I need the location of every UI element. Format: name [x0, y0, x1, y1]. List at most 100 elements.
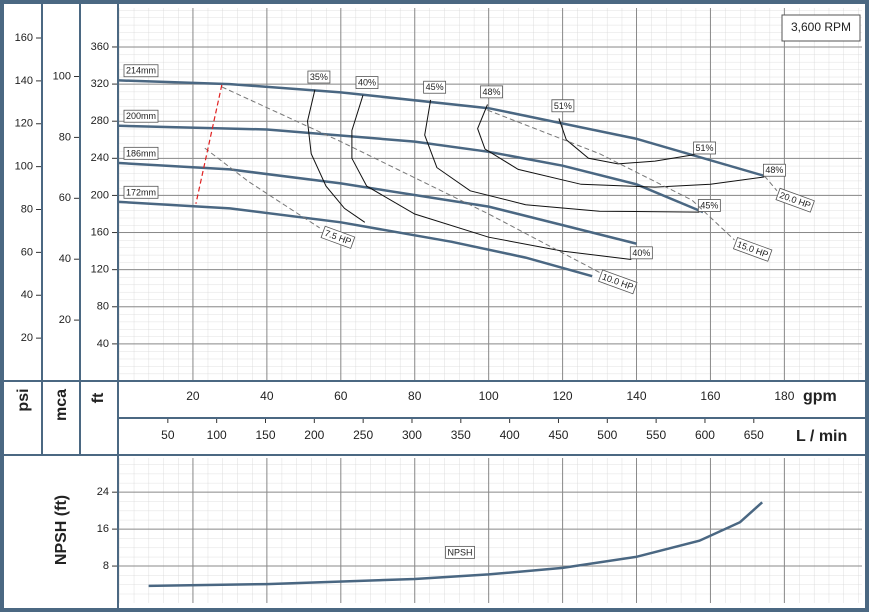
y-tick-label: 16 [97, 523, 109, 535]
x2-tick-label: 400 [500, 428, 520, 442]
curve [487, 109, 735, 241]
x2-tick-label: 300 [402, 428, 422, 442]
curve-label-box [732, 236, 773, 262]
y2-tick-label: 140 [15, 75, 33, 87]
curve-label-box [445, 545, 475, 559]
x-tick-label: 60 [334, 389, 348, 403]
curve-label-box [307, 70, 331, 84]
y-tick-label: 320 [91, 78, 109, 90]
curve-label-text: 200mm [126, 111, 156, 121]
x2-tick-label: 500 [597, 428, 617, 442]
curve [118, 200, 593, 278]
curve-label-box [598, 269, 638, 295]
curve [306, 89, 366, 223]
curve-label-box [123, 146, 159, 160]
x-tick-label: 140 [626, 389, 646, 403]
curve-label: 186mm [123, 146, 159, 160]
y-tick-label: 280 [91, 115, 109, 127]
curve-label-box [697, 199, 721, 212]
curve-label-text: 40% [358, 78, 376, 88]
curve [204, 147, 320, 229]
curve-label-box [551, 99, 575, 113]
y2-tick-label: 60 [21, 246, 33, 258]
y2-tick-label: 40 [21, 289, 33, 301]
curve-label-text: 40% [632, 248, 650, 258]
curve-label-text: 45% [426, 82, 444, 92]
lmin-axis-label: L / min [796, 428, 847, 445]
curve [221, 86, 600, 273]
curve-label-text: 186mm [126, 148, 156, 158]
curve [477, 104, 765, 188]
curve [558, 118, 695, 165]
curve-label: NPSH [445, 545, 475, 559]
y2-tick-label: 120 [15, 118, 33, 130]
curve-label-box [763, 163, 786, 177]
x-tick-label: 160 [700, 389, 720, 403]
x-tick-label: 100 [479, 389, 499, 403]
y2-tick-label: 100 [15, 161, 33, 173]
y-tick-label: 8 [103, 560, 109, 572]
curve-label: 45% [423, 80, 447, 94]
curve-label-text: 48% [765, 165, 783, 175]
y2-tick-label: 20 [21, 332, 33, 344]
x2-tick-label: 600 [695, 428, 715, 442]
y3-tick-label: 20 [59, 314, 71, 326]
x2-tick-label: 350 [451, 428, 471, 442]
y-tick-label: 24 [97, 486, 109, 498]
curve-label: 172mm [123, 185, 159, 199]
curve-label: 45% [697, 199, 721, 212]
chart-title: 3,600 RPM [791, 20, 851, 34]
curve-label: 51% [693, 141, 716, 155]
curve-label-box [629, 246, 653, 260]
y-tick-label: 160 [91, 226, 109, 238]
y3-tick-label: 60 [59, 192, 71, 204]
x2-tick-label: 50 [161, 428, 175, 442]
x2-tick-label: 200 [304, 428, 324, 442]
y-tick-label: 240 [91, 152, 109, 164]
curve-label-text: 35% [310, 72, 328, 82]
curve-label: 51% [551, 99, 575, 113]
x2-tick-label: 550 [646, 428, 666, 442]
curve [424, 99, 700, 213]
x-tick-label: 120 [553, 389, 573, 403]
curve [148, 501, 764, 588]
curve-label-box [123, 185, 159, 199]
curve [118, 79, 765, 178]
x-tick-label: 80 [408, 389, 422, 403]
curve-label-box [123, 64, 159, 78]
curve-label-box [320, 225, 356, 249]
x-tick-label: 40 [260, 389, 274, 403]
y2-tick-label: 80 [21, 203, 33, 215]
x-tick-label: 180 [774, 389, 794, 403]
curve-label-box [480, 85, 503, 99]
x2-tick-label: 250 [353, 428, 373, 442]
curve-label-text: 172mm [126, 187, 156, 197]
curve [351, 95, 632, 260]
y-tick-label: 360 [91, 41, 109, 53]
curve-label: 40% [355, 76, 379, 89]
y-tick-label: 40 [97, 338, 109, 350]
mca-axis-label: mca [53, 389, 70, 421]
curve-label-text: 51% [696, 143, 714, 153]
curve-label-text: 214mm [126, 66, 156, 76]
curve-label: 48% [480, 85, 503, 99]
x2-tick-label: 100 [207, 428, 227, 442]
curve-label-box [693, 141, 716, 155]
y-tick-label: 120 [91, 264, 109, 276]
curve-label-box [123, 109, 159, 123]
y3-tick-label: 100 [53, 70, 71, 82]
y3-tick-label: 40 [59, 253, 71, 265]
npsh-axis-label: NPSH (ft) [53, 495, 70, 565]
psi-axis-label: psi [15, 388, 32, 411]
curve-label-text: NPSH [447, 547, 472, 557]
curve-label: 40% [629, 246, 653, 260]
y3-tick-label: 80 [59, 131, 71, 143]
y-tick-label: 200 [91, 189, 109, 201]
curve [764, 175, 778, 192]
npsh-plot-area [119, 458, 862, 603]
gpm-axis-label: gpm [803, 388, 837, 405]
curve-label-box [355, 76, 379, 89]
curve [118, 161, 637, 245]
